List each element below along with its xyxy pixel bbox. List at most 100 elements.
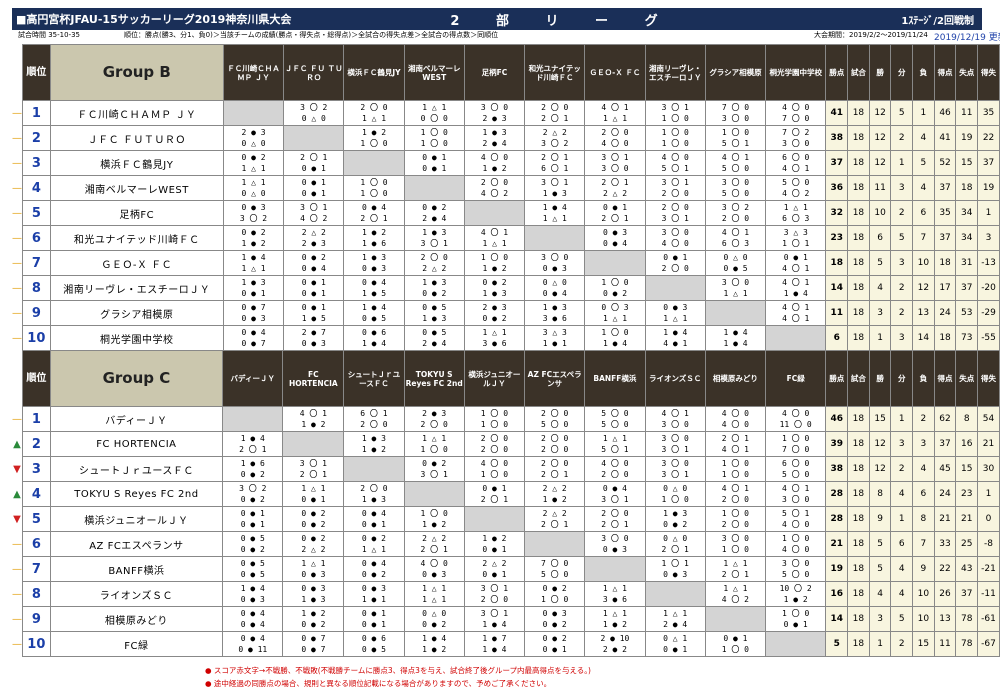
score-cell: 6 〇 0 4 〇 1 — [765, 150, 827, 176]
opponent-header: FC HORTENCIA — [282, 350, 345, 407]
score-first-leg: 1 〇 0 — [721, 128, 750, 137]
stat-value: 5 — [890, 606, 913, 632]
stat-header: 勝 — [868, 350, 892, 407]
score-first-leg: 1 ● 4 — [361, 303, 387, 312]
team-name: 桐光学園中学校 — [49, 325, 224, 351]
score-second-leg: 2 〇 1 — [721, 570, 749, 579]
self-match-cell — [524, 531, 586, 557]
score-cell: 1 ● 4 1 ● 2 — [403, 631, 465, 657]
score-first-leg: 0 ● 1 — [301, 303, 326, 312]
stat-value: 18 — [847, 431, 870, 457]
score-first-leg: 4 〇 1 — [721, 484, 749, 493]
self-match-cell — [403, 175, 465, 201]
stat-header: 得点 — [933, 44, 957, 101]
score-cell: 1 ● 3 0 ● 3 — [343, 250, 405, 276]
stat-value: 23 — [955, 481, 979, 507]
score-second-leg: 4 〇 0 — [721, 420, 749, 429]
stat-value: 4 — [890, 556, 913, 582]
score-cell: 2 ● 3 0 ● 2 — [463, 300, 526, 326]
stat-header: 勝 — [868, 44, 892, 101]
score-cell: 0 ● 3 1 △ 1 — [644, 300, 706, 326]
team-name: 和光ユナイテッド川崎ＦＣ — [49, 225, 224, 251]
score-second-leg: 3 〇 1 — [420, 239, 448, 248]
stat-value: 24 — [933, 300, 957, 326]
score-second-leg: 5 〇 0 — [721, 164, 750, 173]
self-match-cell — [222, 100, 285, 126]
score-cell: 2 〇 1 6 〇 1 — [524, 150, 586, 176]
rank-number: 10 — [22, 325, 51, 351]
score-second-leg: 2 〇 1 — [541, 520, 569, 529]
stat-value: 18 — [955, 175, 979, 201]
stat-value: 28 — [825, 481, 849, 507]
stat-value: 4 — [912, 175, 935, 201]
self-match-cell — [524, 225, 586, 251]
score-first-leg: 1 △ 1 — [783, 203, 808, 212]
stat-value: 37 — [933, 431, 957, 457]
score-cell: 2 ● 3 0 △ 0 — [222, 125, 285, 151]
score-first-leg: 0 ● 7 — [301, 634, 326, 643]
stat-value: 18 — [847, 250, 870, 276]
rank-number: 3 — [22, 150, 51, 176]
stat-value: 9 — [868, 506, 892, 532]
stat-value: 30 — [977, 456, 1000, 482]
stat-value: 6 — [912, 200, 935, 226]
stat-value: 1 — [912, 100, 935, 126]
score-second-leg: 2 △ 2 — [602, 189, 628, 198]
score-first-leg: 6 〇 0 — [782, 459, 810, 468]
score-first-leg: 2 △ 2 — [542, 484, 567, 493]
score-cell: 0 ● 6 1 ● 4 — [343, 325, 405, 351]
score-second-leg: 4 〇 2 — [721, 595, 749, 604]
score-cell: 0 ● 1 4 〇 1 — [765, 250, 827, 276]
score-second-leg: 2 〇 0 — [661, 189, 689, 198]
score-cell: 3 〇 0 1 〇 0 — [704, 531, 766, 557]
score-cell: 1 ● 4 0 ● 5 — [343, 300, 405, 326]
score-second-leg: 2 〇 1 — [420, 545, 448, 554]
stat-value: 62 — [933, 406, 957, 432]
score-first-leg: 3 〇 1 — [661, 103, 689, 112]
score-first-leg: 4 〇 0 — [480, 459, 509, 468]
title-bar: ■高円宮杯JFAU-15サッカーリーグ2019神奈川県大会 2 部 リ ー グ … — [12, 8, 982, 30]
score-first-leg: 1 ● 4 — [542, 203, 567, 212]
score-cell: 0 ● 2 1 △ 1 — [343, 531, 405, 557]
score-first-leg: 3 〇 1 — [299, 459, 327, 468]
score-second-leg: 1 ● 1 — [542, 339, 567, 348]
score-first-leg: 1 ● 4 — [422, 634, 447, 643]
score-second-leg: 3 〇 1 — [661, 445, 689, 454]
score-first-leg: 1 △ 1 — [602, 434, 627, 443]
self-match-cell — [463, 506, 526, 532]
score-cell: 3 〇 1 1 ● 4 — [463, 606, 526, 632]
score-cell: 2 〇 0 2 △ 2 — [403, 250, 465, 276]
score-cell: 0 ● 1 2 〇 1 — [584, 200, 646, 226]
score-cell: 1 〇 0 7 〇 0 — [764, 431, 827, 457]
stat-value: 8 — [955, 406, 979, 432]
score-cell: 0 ● 1 0 ● 1 — [283, 275, 345, 301]
opponent-header: FC緑 — [764, 350, 827, 407]
self-match-cell — [343, 150, 405, 176]
stat-value: 12 — [868, 100, 892, 126]
score-cell: 4 〇 0 1 ● 2 — [463, 150, 526, 176]
score-second-leg: 4 〇 2 — [300, 214, 328, 223]
score-first-leg: 4 〇 1 — [601, 103, 629, 112]
score-cell: 1 ● 3 3 〇 1 — [403, 225, 465, 251]
score-first-leg: 0 ● 5 — [422, 303, 447, 312]
score-first-leg: 3 〇 0 — [721, 178, 750, 187]
rank-number: 2 — [22, 431, 51, 457]
rank-change-icon: — — [12, 107, 22, 119]
stat-header: 試合 — [847, 350, 870, 407]
score-second-leg: 0 ● 1 — [422, 164, 447, 173]
stat-value: 12 — [868, 456, 892, 482]
score-second-leg: 2 ● 4 — [482, 139, 507, 148]
team-name: ＧＥＯ-Ｘ ＦＣ — [49, 250, 224, 276]
stat-value: 2 — [912, 406, 935, 432]
score-cell: 4 〇 0 0 ● 3 — [403, 556, 465, 582]
self-match-cell — [283, 125, 345, 151]
stat-value: 21 — [825, 531, 849, 557]
score-first-leg: 4 〇 1 — [782, 303, 810, 312]
team-name: 相模原みどり — [49, 606, 224, 632]
score-second-leg: 1 ● 2 — [602, 620, 627, 629]
score-first-leg: 1 ● 2 — [301, 609, 326, 618]
score-first-leg: 2 〇 0 — [360, 484, 388, 493]
